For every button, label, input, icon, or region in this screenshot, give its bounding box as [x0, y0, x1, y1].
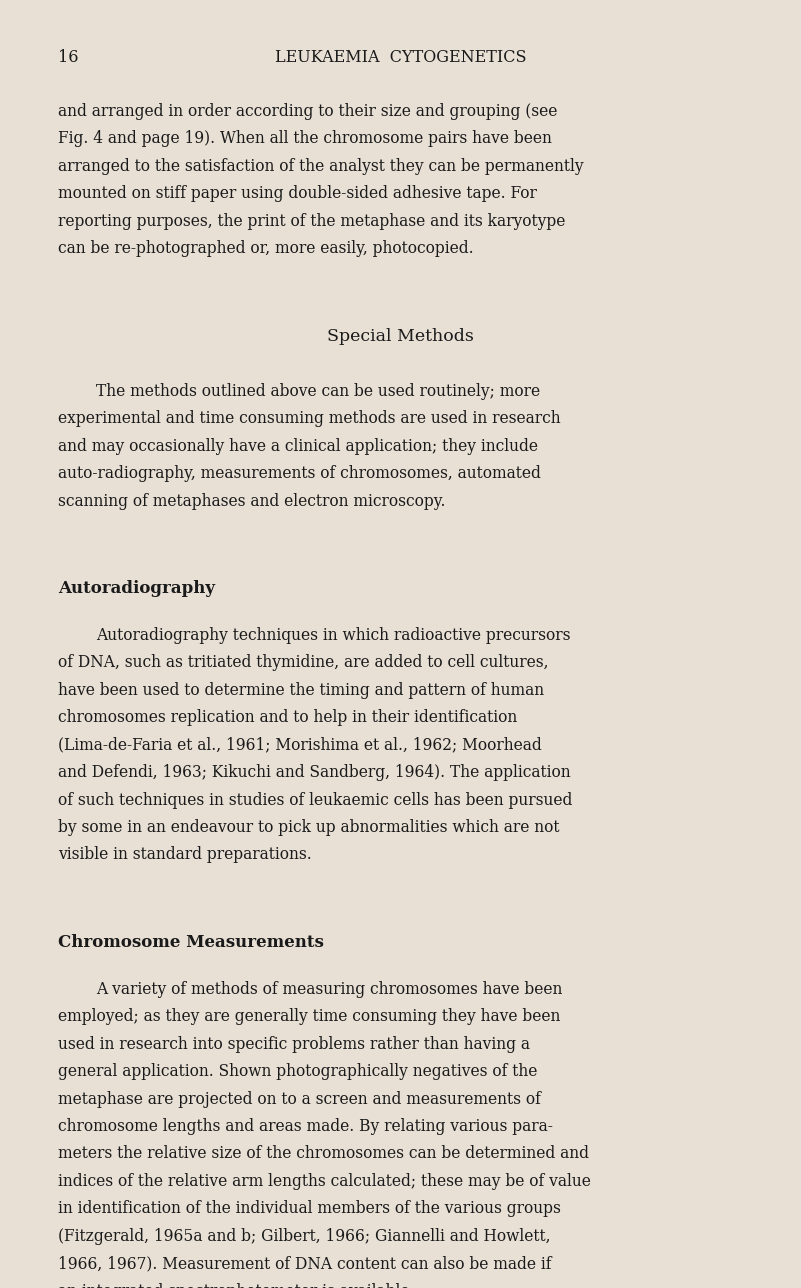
Text: and may occasionally have a clinical application; they include: and may occasionally have a clinical app…	[58, 438, 537, 455]
Text: of DNA, such as tritiated thymidine, are added to cell cultures,: of DNA, such as tritiated thymidine, are…	[58, 654, 548, 671]
Text: an integrated spectrophotometer is available.: an integrated spectrophotometer is avail…	[58, 1283, 414, 1288]
Text: arranged to the satisfaction of the analyst they can be permanently: arranged to the satisfaction of the anal…	[58, 158, 583, 175]
Text: metaphase are projected on to a screen and measurements of: metaphase are projected on to a screen a…	[58, 1091, 541, 1108]
Text: experimental and time consuming methods are used in research: experimental and time consuming methods …	[58, 411, 560, 428]
Text: (Fitzgerald, 1965a and b; Gilbert, 1966; Giannelli and Howlett,: (Fitzgerald, 1965a and b; Gilbert, 1966;…	[58, 1227, 550, 1244]
Text: general application. Shown photographically negatives of the: general application. Shown photographica…	[58, 1063, 537, 1081]
Text: auto-radiography, measurements of chromosomes, automated: auto-radiography, measurements of chromo…	[58, 465, 541, 482]
Text: chromosomes replication and to help in their identification: chromosomes replication and to help in t…	[58, 710, 517, 726]
Text: have been used to determine the timing and pattern of human: have been used to determine the timing a…	[58, 681, 544, 699]
Text: Special Methods: Special Methods	[327, 328, 474, 345]
Text: 16: 16	[58, 49, 78, 66]
Text: by some in an endeavour to pick up abnormalities which are not: by some in an endeavour to pick up abnor…	[58, 819, 559, 836]
Text: in identification of the individual members of the various groups: in identification of the individual memb…	[58, 1200, 561, 1217]
Text: of such techniques in studies of leukaemic cells has been pursued: of such techniques in studies of leukaem…	[58, 792, 572, 809]
Text: Chromosome Measurements: Chromosome Measurements	[58, 934, 324, 952]
Text: scanning of metaphases and electron microscopy.: scanning of metaphases and electron micr…	[58, 492, 445, 510]
Text: can be re-photographed or, more easily, photocopied.: can be re-photographed or, more easily, …	[58, 240, 473, 258]
Text: Autoradiography techniques in which radioactive precursors: Autoradiography techniques in which radi…	[96, 627, 570, 644]
Text: Autoradiography: Autoradiography	[58, 581, 215, 598]
Text: LEUKAEMIA  CYTOGENETICS: LEUKAEMIA CYTOGENETICS	[275, 49, 526, 66]
Text: used in research into specific problems rather than having a: used in research into specific problems …	[58, 1036, 529, 1052]
Text: Fig. 4 and page 19). When all the chromosome pairs have been: Fig. 4 and page 19). When all the chromo…	[58, 130, 552, 147]
Text: (Lima-de-Faria et al., 1961; Morishima et al., 1962; Moorhead: (Lima-de-Faria et al., 1961; Morishima e…	[58, 737, 541, 753]
Text: chromosome lengths and areas made. By relating various para-: chromosome lengths and areas made. By re…	[58, 1118, 553, 1135]
Text: A variety of methods of measuring chromosomes have been: A variety of methods of measuring chromo…	[96, 981, 562, 998]
Text: mounted on stiff paper using double-sided adhesive tape. For: mounted on stiff paper using double-side…	[58, 185, 537, 202]
Text: and arranged in order according to their size and grouping (see: and arranged in order according to their…	[58, 103, 557, 120]
Text: 1966, 1967). Measurement of DNA content can also be made if: 1966, 1967). Measurement of DNA content …	[58, 1256, 551, 1273]
Text: The methods outlined above can be used routinely; more: The methods outlined above can be used r…	[96, 383, 540, 399]
Text: visible in standard preparations.: visible in standard preparations.	[58, 846, 312, 863]
Text: indices of the relative arm lengths calculated; these may be of value: indices of the relative arm lengths calc…	[58, 1173, 590, 1190]
Text: and Defendi, 1963; Kikuchi and Sandberg, 1964). The application: and Defendi, 1963; Kikuchi and Sandberg,…	[58, 764, 570, 781]
Text: meters the relative size of the chromosomes can be determined and: meters the relative size of the chromoso…	[58, 1145, 589, 1163]
Text: employed; as they are generally time consuming they have been: employed; as they are generally time con…	[58, 1009, 560, 1025]
Text: reporting purposes, the print of the metaphase and its karyotype: reporting purposes, the print of the met…	[58, 213, 565, 229]
